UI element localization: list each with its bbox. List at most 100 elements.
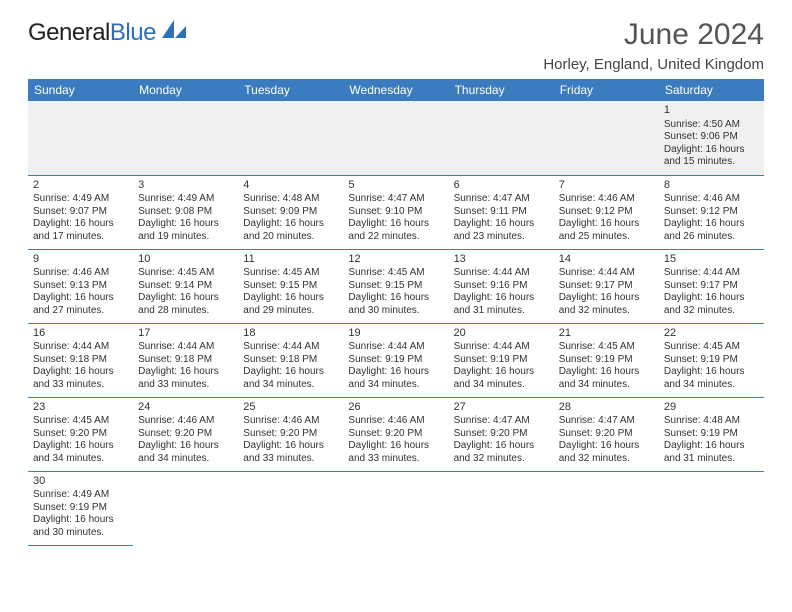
day-number: 5: [348, 179, 443, 193]
sunset-text: Sunset: 9:19 PM: [33, 502, 128, 515]
calendar-empty-cell: [449, 101, 554, 175]
sunrise-text: Sunrise: 4:49 AM: [33, 489, 128, 502]
sunrise-text: Sunrise: 4:46 AM: [243, 415, 338, 428]
day-number: 16: [33, 327, 128, 341]
sunset-text: Sunset: 9:06 PM: [664, 131, 759, 144]
daylight-text: Daylight: 16 hours: [664, 144, 759, 157]
header: GeneralBlue June 2024: [28, 18, 764, 52]
sunset-text: Sunset: 9:19 PM: [664, 428, 759, 441]
sunrise-text: Sunrise: 4:45 AM: [138, 267, 233, 280]
daylight-text: Daylight: 16 hours: [138, 292, 233, 305]
daylight-text: and 34 minutes.: [348, 379, 443, 392]
calendar-day-cell: 6Sunrise: 4:47 AMSunset: 9:11 PMDaylight…: [449, 175, 554, 249]
calendar-day-cell: 7Sunrise: 4:46 AMSunset: 9:12 PMDaylight…: [554, 175, 659, 249]
calendar-day-cell: 22Sunrise: 4:45 AMSunset: 9:19 PMDayligh…: [659, 323, 764, 397]
daylight-text: and 25 minutes.: [559, 231, 654, 244]
sunrise-text: Sunrise: 4:45 AM: [559, 341, 654, 354]
calendar-day-cell: 19Sunrise: 4:44 AMSunset: 9:19 PMDayligh…: [343, 323, 448, 397]
day-number: 28: [559, 401, 654, 415]
day-number: 2: [33, 179, 128, 193]
sunset-text: Sunset: 9:18 PM: [243, 354, 338, 367]
daylight-text: and 32 minutes.: [559, 453, 654, 466]
sunrise-text: Sunrise: 4:49 AM: [138, 193, 233, 206]
daylight-text: and 20 minutes.: [243, 231, 338, 244]
day-number: 20: [454, 327, 549, 341]
day-number: 17: [138, 327, 233, 341]
brand-logo: GeneralBlue: [28, 18, 188, 47]
calendar-day-cell: 5Sunrise: 4:47 AMSunset: 9:10 PMDaylight…: [343, 175, 448, 249]
calendar-week-row: 30Sunrise: 4:49 AMSunset: 9:19 PMDayligh…: [28, 471, 764, 545]
sunrise-text: Sunrise: 4:44 AM: [348, 341, 443, 354]
day-number: 7: [559, 179, 654, 193]
calendar-day-cell: 16Sunrise: 4:44 AMSunset: 9:18 PMDayligh…: [28, 323, 133, 397]
sunset-text: Sunset: 9:20 PM: [33, 428, 128, 441]
weekday-header: Thursday: [449, 79, 554, 101]
calendar-day-cell: 10Sunrise: 4:45 AMSunset: 9:14 PMDayligh…: [133, 249, 238, 323]
calendar-day-cell: 3Sunrise: 4:49 AMSunset: 9:08 PMDaylight…: [133, 175, 238, 249]
daylight-text: Daylight: 16 hours: [664, 292, 759, 305]
weekday-header: Saturday: [659, 79, 764, 101]
calendar-week-row: 2Sunrise: 4:49 AMSunset: 9:07 PMDaylight…: [28, 175, 764, 249]
daylight-text: Daylight: 16 hours: [33, 514, 128, 527]
sunset-text: Sunset: 9:19 PM: [559, 354, 654, 367]
calendar-empty-cell: [449, 471, 554, 545]
day-number: 12: [348, 253, 443, 267]
calendar-day-cell: 13Sunrise: 4:44 AMSunset: 9:16 PMDayligh…: [449, 249, 554, 323]
calendar-empty-cell: [343, 101, 448, 175]
day-number: 21: [559, 327, 654, 341]
day-number: 19: [348, 327, 443, 341]
day-number: 26: [348, 401, 443, 415]
day-number: 29: [664, 401, 759, 415]
daylight-text: and 23 minutes.: [454, 231, 549, 244]
weekday-header: Monday: [133, 79, 238, 101]
sunset-text: Sunset: 9:20 PM: [454, 428, 549, 441]
location-text: Horley, England, United Kingdom: [28, 56, 764, 73]
daylight-text: Daylight: 16 hours: [348, 366, 443, 379]
sunset-text: Sunset: 9:13 PM: [33, 280, 128, 293]
calendar-day-cell: 23Sunrise: 4:45 AMSunset: 9:20 PMDayligh…: [28, 397, 133, 471]
daylight-text: and 34 minutes.: [243, 379, 338, 392]
day-number: 18: [243, 327, 338, 341]
calendar-empty-cell: [133, 471, 238, 545]
daylight-text: Daylight: 16 hours: [348, 292, 443, 305]
sunset-text: Sunset: 9:20 PM: [559, 428, 654, 441]
day-number: 10: [138, 253, 233, 267]
calendar-day-cell: 17Sunrise: 4:44 AMSunset: 9:18 PMDayligh…: [133, 323, 238, 397]
daylight-text: Daylight: 16 hours: [243, 366, 338, 379]
calendar-day-cell: 30Sunrise: 4:49 AMSunset: 9:19 PMDayligh…: [28, 471, 133, 545]
daylight-text: and 31 minutes.: [454, 305, 549, 318]
calendar-week-row: 16Sunrise: 4:44 AMSunset: 9:18 PMDayligh…: [28, 323, 764, 397]
calendar-week-row: 23Sunrise: 4:45 AMSunset: 9:20 PMDayligh…: [28, 397, 764, 471]
daylight-text: and 28 minutes.: [138, 305, 233, 318]
page-title: June 2024: [624, 18, 764, 52]
daylight-text: Daylight: 16 hours: [33, 366, 128, 379]
sunset-text: Sunset: 9:17 PM: [559, 280, 654, 293]
sunrise-text: Sunrise: 4:47 AM: [559, 415, 654, 428]
sunset-text: Sunset: 9:19 PM: [348, 354, 443, 367]
sunset-text: Sunset: 9:18 PM: [33, 354, 128, 367]
sunset-text: Sunset: 9:16 PM: [454, 280, 549, 293]
calendar-day-cell: 29Sunrise: 4:48 AMSunset: 9:19 PMDayligh…: [659, 397, 764, 471]
sunrise-text: Sunrise: 4:44 AM: [33, 341, 128, 354]
day-number: 6: [454, 179, 549, 193]
sunset-text: Sunset: 9:15 PM: [243, 280, 338, 293]
weekday-header: Tuesday: [238, 79, 343, 101]
day-number: 22: [664, 327, 759, 341]
day-number: 30: [33, 475, 128, 489]
daylight-text: and 34 minutes.: [454, 379, 549, 392]
sunrise-text: Sunrise: 4:46 AM: [138, 415, 233, 428]
brand-part1: General: [28, 19, 110, 47]
sunrise-text: Sunrise: 4:46 AM: [559, 193, 654, 206]
daylight-text: Daylight: 16 hours: [138, 218, 233, 231]
daylight-text: Daylight: 16 hours: [33, 440, 128, 453]
daylight-text: and 34 minutes.: [664, 379, 759, 392]
sunrise-text: Sunrise: 4:48 AM: [243, 193, 338, 206]
daylight-text: and 22 minutes.: [348, 231, 443, 244]
daylight-text: Daylight: 16 hours: [664, 440, 759, 453]
day-number: 4: [243, 179, 338, 193]
daylight-text: Daylight: 16 hours: [138, 366, 233, 379]
daylight-text: and 19 minutes.: [138, 231, 233, 244]
day-number: 9: [33, 253, 128, 267]
sail-icon: [160, 18, 188, 47]
calendar-day-cell: 8Sunrise: 4:46 AMSunset: 9:12 PMDaylight…: [659, 175, 764, 249]
